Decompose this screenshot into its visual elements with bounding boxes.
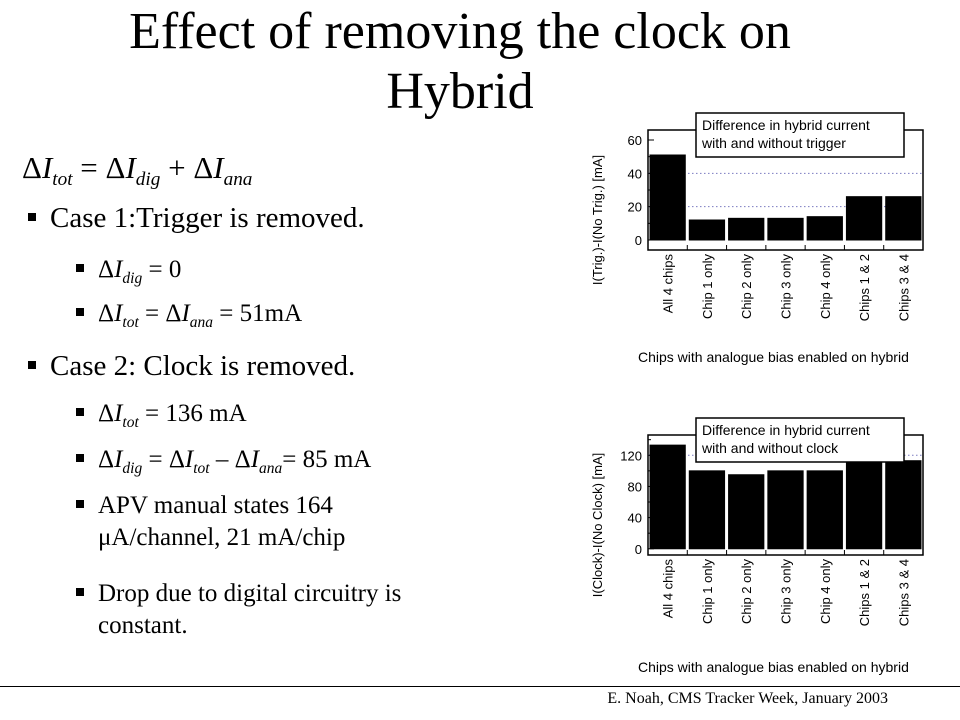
bullet-icon (76, 408, 84, 417)
x-tick-label: Chips 1 & 2 (857, 254, 872, 321)
x-tick-label: Chip 2 only (739, 559, 754, 625)
footer-credit: E. Noah, CMS Tracker Week, January 2003 (607, 690, 888, 707)
bar (649, 444, 686, 550)
annotation-box (695, 112, 905, 158)
clock-bar-chart: 0 40 80 120 All 4 chips Chip 1 only Chip 2 onl… (590, 417, 924, 675)
y-tick-label: 20 (628, 200, 642, 215)
bar (885, 196, 922, 241)
bar (845, 460, 883, 550)
x-tick-label: Chip 3 only (779, 559, 794, 625)
bar (649, 154, 686, 241)
y-tick-label: 0 (635, 542, 642, 557)
y-tick-label: 40 (628, 166, 642, 181)
x-tick-label: Chip 1 only (700, 254, 715, 320)
case1-heading: Case 1:Trigger is removed. (28, 202, 365, 235)
bar (806, 470, 843, 550)
x-tick-label: All 4 chips (661, 559, 676, 619)
x-axis-label: Chips with analogue bias enabled on hybr… (638, 659, 909, 675)
bar (767, 470, 804, 550)
annotation-text: Difference in hybrid current (702, 117, 870, 133)
case2-heading: Case 2: Clock is removed. (28, 350, 355, 383)
y-tick-label: 60 (628, 133, 642, 148)
x-tick-label: Chip 3 only (779, 254, 794, 320)
bullet-icon (76, 308, 84, 317)
y-axis-label: I(Trig.)-I(No Trig.) [mA] (590, 155, 605, 285)
footer-divider (0, 686, 960, 687)
x-tick-label: Chips 3 & 4 (896, 559, 911, 626)
bullet-icon (76, 264, 84, 273)
bullet-icon (76, 454, 84, 463)
trigger-bar-chart: 0 20 40 60 All 4 chips Chip 1 only Chip 2 only… (590, 112, 924, 365)
slide-title: Effect of removing the clock on Hybrid (129, 3, 791, 120)
annotation-box (695, 417, 905, 463)
x-tick-label: Chip 1 only (700, 559, 715, 625)
x-tick-label: Chip 4 only (818, 254, 833, 320)
annotation-text: Difference in hybrid current (702, 422, 870, 438)
y-tick-label: 0 (635, 233, 642, 248)
x-tick-label: Chip 2 only (739, 254, 754, 320)
y-tick-label: 120 (620, 448, 642, 463)
x-tick-label: Chips 3 & 4 (896, 254, 911, 321)
case2-bullet-tot: ΔItot = 136 mA (76, 400, 247, 432)
x-tick-label: All 4 chips (661, 254, 676, 314)
bullet-icon (28, 361, 36, 370)
bullet-icon (76, 500, 84, 509)
bar (688, 470, 726, 550)
case1-bullet-tot: ΔItot = ΔIana = 51mA (76, 300, 302, 332)
case2-bullet-apv: APV manual states 164 μA/channel, 21 mA/c… (76, 490, 345, 554)
bar (767, 217, 804, 241)
bar (688, 219, 726, 241)
y-tick-label: 80 (628, 479, 642, 494)
bar (885, 460, 922, 550)
bar (728, 217, 765, 241)
delta-symbol: Δ (22, 150, 42, 185)
annotation-text: with and without clock (701, 440, 839, 456)
bullet-icon (76, 588, 84, 597)
case2-bullet-dig: ΔIdig = ΔItot – ΔIana= 85 mA (76, 446, 371, 478)
bar (728, 474, 765, 550)
x-tick-label: Chips 1 & 2 (857, 559, 872, 626)
y-axis-label: I(Clock)-I(No Clock) [mA] (590, 453, 605, 597)
y-tick-label: 40 (628, 511, 642, 526)
annotation-text: with and without trigger (701, 135, 846, 151)
case2-bullet-drop: Drop due to digital circuitry is constant… (76, 578, 401, 642)
bullet-icon (28, 213, 36, 222)
bar (845, 196, 883, 241)
bar (806, 216, 843, 241)
main-equation: ΔItot = ΔIdig + ΔIana (22, 150, 253, 191)
case1-bullet-dig: ΔIdig = 0 (76, 256, 181, 288)
x-axis-label: Chips with analogue bias enabled on hybr… (638, 349, 909, 365)
x-tick-label: Chip 4 only (818, 559, 833, 625)
